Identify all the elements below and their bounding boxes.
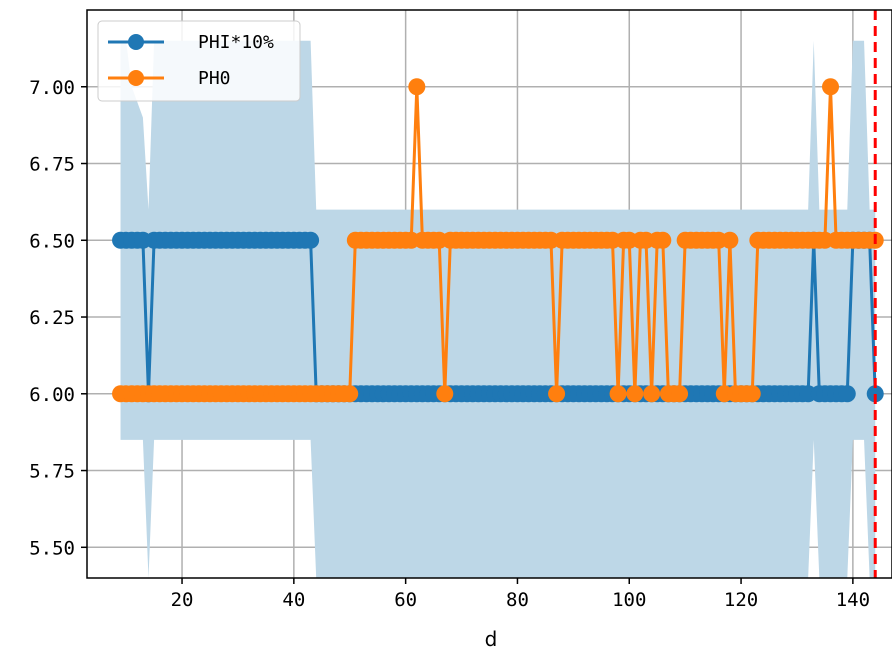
data-point: [743, 385, 761, 403]
x-tick-label: 100: [612, 589, 646, 611]
x-tick-label: 40: [282, 589, 305, 611]
x-tick-label: 20: [171, 589, 194, 611]
data-point: [822, 78, 840, 96]
y-tick-label: 6.25: [29, 307, 75, 329]
x-tick-label: 120: [724, 589, 758, 611]
data-point: [838, 385, 856, 403]
data-point: [671, 385, 689, 403]
data-point: [436, 385, 454, 403]
legend: PHI*10% PH0: [97, 20, 301, 102]
plot-frame: [86, 9, 892, 579]
series-group: [112, 78, 884, 403]
data-point: [302, 231, 320, 249]
x-tick-label: 60: [394, 589, 417, 611]
confidence-band: [120, 40, 876, 579]
x-axis-label: d: [485, 627, 498, 651]
y-tick-label: 6.00: [29, 384, 75, 406]
data-point: [548, 385, 566, 403]
legend-label-ph0: PH0: [198, 68, 231, 89]
data-point: [654, 231, 672, 249]
data-point: [341, 385, 359, 403]
axis-ticks: 20 40 60 80 100 120 140 5.50 5.75 6.00 6.25 6.50 6.7…: [29, 77, 870, 611]
y-tick-label: 5.75: [29, 461, 75, 483]
x-tick-label: 80: [506, 589, 529, 611]
data-point: [643, 385, 661, 403]
data-point: [626, 385, 644, 403]
x-tick-label: 140: [836, 589, 870, 611]
data-point: [721, 231, 739, 249]
y-tick-label: 6.75: [29, 154, 75, 176]
data-point: [866, 385, 884, 403]
legend-marker-ph0: [128, 70, 144, 86]
y-tick-label: 7.00: [29, 77, 75, 99]
band-area: [120, 40, 876, 579]
y-tick-label: 6.50: [29, 230, 75, 252]
legend-label-phi: PHI*10%: [198, 32, 274, 53]
data-point: [609, 385, 627, 403]
data-point: [408, 78, 426, 96]
y-tick-label: 5.50: [29, 537, 75, 559]
legend-marker-phi: [128, 34, 144, 50]
